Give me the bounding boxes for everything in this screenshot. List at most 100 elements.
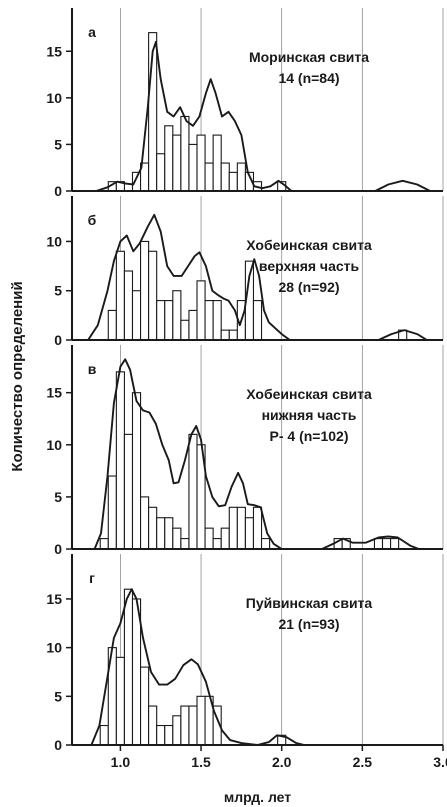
- y-tick-label: 15: [46, 385, 62, 401]
- y-tick-label: 0: [54, 183, 62, 199]
- y-tick-label: 10: [46, 233, 62, 249]
- histogram-bar: [228, 506, 238, 550]
- histogram-bar: [164, 300, 174, 341]
- histogram-bar: [260, 538, 271, 550]
- panel-title-line: Р- 4 (n=102): [270, 428, 349, 444]
- histogram-bar: [236, 506, 246, 550]
- histogram-bar: [148, 705, 158, 746]
- histogram-bar: [123, 433, 134, 550]
- panel-3: 0 5 10 15 в Хобеинская свита нижняя часть Р- 4 …: [46, 345, 444, 557]
- panel-title-line: нижняя часть: [262, 407, 357, 423]
- histogram-bar: [252, 300, 263, 341]
- panel-title-line: Моринская свита: [249, 49, 369, 65]
- histogram-bar: [156, 300, 166, 341]
- y-tick-label: 0: [54, 541, 62, 557]
- histogram-bar: [188, 309, 198, 341]
- histogram-bar: [172, 715, 182, 746]
- histogram-bar: [204, 162, 214, 192]
- histogram-bar: [204, 300, 214, 341]
- histogram-bar: [123, 270, 134, 341]
- histogram-bar: [148, 250, 158, 341]
- y-tick-label: 5: [54, 688, 62, 704]
- y-tick-label: 10: [46, 90, 62, 106]
- y-tick-label: 10: [46, 640, 62, 656]
- y-tick-label: 0: [54, 332, 62, 348]
- histogram-bar: [228, 171, 238, 192]
- histogram-bar: [115, 371, 125, 550]
- histogram-bar: [228, 329, 238, 341]
- panel-title-line: 28 (n=92): [278, 279, 339, 295]
- histogram-bar: [131, 392, 142, 550]
- y-tick-label: 15: [46, 591, 62, 607]
- histogram-bar: [180, 115, 190, 192]
- density-curve: [87, 213, 428, 341]
- panel-4: 0 5 10 15 г Пуйвинская свита 21 (n=93): [46, 554, 444, 753]
- histogram-bar: [196, 134, 206, 192]
- histogram-bar: [373, 538, 384, 550]
- panel-title-line: Хобеинская свита: [246, 237, 372, 253]
- panel-title-line: Хобеинская свита: [246, 386, 372, 402]
- histogram-bar: [220, 527, 230, 550]
- histogram-bar: [164, 724, 174, 746]
- y-tick-label: 15: [46, 43, 62, 59]
- density-curve: [95, 40, 431, 192]
- histogram-bar: [131, 290, 142, 341]
- density-curve: [90, 588, 305, 746]
- histogram-bar: [180, 705, 190, 746]
- histogram-bar: [196, 695, 206, 746]
- histogram-bar: [172, 290, 182, 341]
- x-tick-label: 2.5: [353, 754, 373, 770]
- y-tick-label: 5: [54, 136, 62, 152]
- panel-title-line: 14 (n=84): [278, 70, 339, 86]
- y-axis-title: Количество определений: [9, 281, 26, 471]
- panel-title-line: 21 (n=93): [278, 616, 339, 632]
- panel-title-line: Пуйвинская свита: [246, 595, 373, 611]
- histogram-bar: [156, 517, 166, 550]
- histogram-bar: [172, 527, 182, 550]
- histogram-bar: [252, 506, 263, 550]
- panel-title-line: верхняя часть: [259, 258, 360, 274]
- histogram-bar: [204, 527, 214, 550]
- x-tick-label: 1.5: [191, 754, 211, 770]
- histogram-bar: [140, 666, 150, 746]
- histogram-bar: [140, 240, 150, 341]
- y-tick-label: 10: [46, 437, 62, 453]
- x-tick-label: 3.0: [433, 754, 447, 770]
- histogram-bar: [180, 319, 190, 341]
- histogram-bar: [236, 162, 246, 192]
- panel-letter: в: [88, 361, 97, 377]
- histogram-bar: [164, 517, 174, 550]
- histogram-bar: [123, 588, 134, 746]
- panel-letter: а: [88, 24, 96, 40]
- histogram-bar: [180, 538, 190, 550]
- histogram-bar: [381, 538, 392, 550]
- histogram-bar: [188, 705, 198, 746]
- histogram-bar: [107, 475, 117, 550]
- histogram-bar: [188, 143, 198, 192]
- histogram-bar: [140, 496, 150, 550]
- histogram-bar: [99, 724, 109, 746]
- panel-2: 0 5 10 б Хобеинская свита верхняя часть 28 (n=…: [46, 196, 444, 348]
- histogram-bar: [107, 309, 117, 341]
- histogram-bar: [115, 250, 125, 341]
- x-tick-label: 1.0: [111, 754, 131, 770]
- histogram-bar: [164, 125, 174, 192]
- histogram-bar: [172, 134, 182, 192]
- density-curve: [93, 358, 420, 550]
- histogram-bar: [212, 300, 222, 341]
- histogram-bar: [220, 162, 230, 192]
- histogram-bar: [115, 656, 125, 746]
- panel-1: 0 5 10 15 а Моринская свита 14 (n=84): [46, 8, 444, 199]
- histogram-bar: [188, 433, 198, 550]
- y-tick-label: 5: [54, 489, 62, 505]
- panel-letter: б: [88, 212, 97, 228]
- histogram-bar: [156, 153, 166, 192]
- panel-letter: г: [89, 570, 95, 586]
- histogram-bar: [390, 538, 400, 550]
- x-tick-label: 2.0: [272, 754, 292, 770]
- x-axis-title: млрд. лет: [224, 789, 291, 805]
- histogram-bar: [220, 329, 230, 341]
- histogram-bar: [212, 134, 222, 192]
- histogram-bar: [156, 724, 166, 746]
